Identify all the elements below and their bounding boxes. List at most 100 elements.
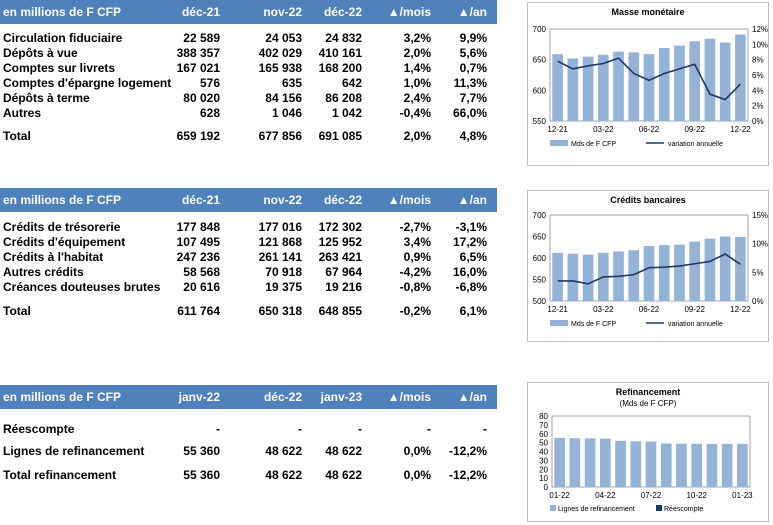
table3-row-cell-5: -12,2% [448,444,487,458]
legend-label: Réescompte [664,506,703,513]
table3-header-col2: déc-22 [263,390,302,404]
bar [552,54,563,121]
table1-row-cell-1: 388 357 [176,46,220,60]
table2-total-row-cell-5: 6,1% [459,304,487,318]
bar [643,245,655,301]
table2-row: Autres crédits 58 568 70 918 67 964 -4,2% 16,… [0,265,497,280]
table3-row-cell-3: - [358,422,362,436]
table3-row-cell-2: 48 622 [265,444,302,458]
table2-header-col3: déc-22 [323,193,362,207]
chart-title: Masse monétaire [611,7,684,17]
table2-row-cell-0: Créances douteuses brutes [3,280,161,294]
y-right-tick-label: 2% [752,102,764,111]
table2-row-cell-3: 172 302 [318,220,362,234]
table1-row: Comptes sur livrets 167 021 165 938 168 200… [0,61,497,76]
table3-row-cell-1: 55 360 [183,444,220,458]
table2-header: en millions de F CFP déc-21 nov-22 déc-2… [0,188,497,212]
table2-row-cell-2: 19 375 [265,280,302,294]
bar [554,437,565,487]
y-tick-label: 20 [539,465,548,474]
x-tick-label: 07-22 [641,491,662,500]
y-right-tick-label: 5% [752,268,764,277]
x-tick-label: 12-21 [547,125,568,134]
table1-row-cell-5: 0,7% [459,61,487,75]
table1-total-row-cell-1: 659 192 [176,129,220,143]
table3-total-row-cell-0: Total refinancement [3,468,117,482]
table2-row-cell-4: 0,9% [403,250,431,264]
bar [582,56,594,121]
table2-row-cell-0: Crédits de trésorerie [3,220,121,234]
table2-row-cell-5: 17,2% [452,235,487,249]
y-right-tick-label: 0% [752,117,764,126]
legend-swatch-bar [656,505,662,511]
table3-row-cell-1: - [216,422,220,436]
table2-row-cell-3: 67 964 [325,265,362,279]
x-tick-label: 04-22 [595,491,616,500]
y-tick-label: 40 [539,448,548,457]
table1-row-cell-5: 66,0% [452,106,487,120]
table3-total-row-cell-3: 48 622 [325,468,362,482]
bar [704,38,716,121]
table1-row-cell-1: 628 [199,106,220,120]
table1-row-cell-0: Dépôts à vue [3,46,78,60]
table2-row: Créances douteuses brutes 20 616 19 375 19 … [0,280,497,295]
table1-row-cell-3: 168 200 [318,61,362,75]
chart-title: Crédits bancaires [610,195,686,205]
x-tick-label: 12-22 [730,305,751,314]
x-tick-label: 01-22 [549,491,570,500]
y-left-tick-label: 500 [533,297,547,306]
table2-header-col1: déc-21 [181,193,220,207]
table2-row-cell-2: 261 141 [258,250,302,264]
table3-row-cell-4: - [427,422,431,436]
table2-row-cell-0: Autres crédits [3,265,84,279]
y-tick-label: 60 [539,430,548,439]
table1-total-row: Total 659 192 677 856 691 085 2,0% 4,8% [0,129,497,144]
bar [706,443,718,487]
table2-row-cell-3: 125 952 [318,235,362,249]
table3-total-row-cell-5: -12,2% [448,468,487,482]
table1-row: Autres 628 1 046 1 042 -0,4% 66,0% [0,106,497,121]
table3-total-row-cell-1: 55 360 [183,468,220,482]
table2-row-cell-1: 20 616 [183,280,220,294]
table1-row-cell-1: 167 021 [176,61,220,75]
bar [567,58,579,121]
table1-row-cell-1: 576 [199,76,220,90]
y-left-tick-label: 650 [533,233,547,242]
bar [704,238,716,301]
table1-row-cell-2: 165 938 [258,61,302,75]
x-tick-label: 10-22 [686,491,707,500]
table1-row-cell-0: Autres [3,106,42,120]
table2-row: Crédits à l'habitat 247 236 261 141 263 421… [0,250,497,265]
bar [552,252,563,301]
table3-total-row: Total refinancement 55 360 48 622 48 622 0,0… [0,468,497,483]
bar [689,241,701,301]
table2-row-cell-5: 16,0% [452,265,487,279]
table1-row-cell-4: 3,2% [403,31,431,45]
bar [721,443,733,487]
table3-header-col3: janv-23 [320,390,362,404]
table1-header-col2: nov-22 [263,5,302,19]
table2-row-cell-4: -4,2% [399,265,431,279]
table1-row-cell-0: Comptes d'épargne logement [3,76,172,90]
bar [691,443,703,487]
bar [645,441,657,487]
table1-row-cell-2: 402 029 [258,46,302,60]
bar [613,51,624,122]
table1-row-cell-4: 1,0% [403,76,431,90]
x-tick-label: 06-22 [639,125,660,134]
table2-row-cell-4: -0,8% [399,280,431,294]
table2-row-cell-0: Crédits à l'habitat [3,250,104,264]
table1-row: Circulation fiduciaire 22 589 24 053 24 832… [0,31,497,46]
x-tick-label: 06-22 [639,305,660,314]
line-series [557,253,741,285]
table1-row-cell-4: 2,0% [403,46,431,60]
y-left-tick-label: 600 [533,254,547,263]
table1-row-cell-1: 22 589 [183,31,220,45]
table1-row: Dépôts à vue 388 357 402 029 410 161 2,0% 5,6… [0,46,497,61]
legend-swatch-bar [550,505,556,511]
table1-header-col5: ▲/an [457,5,487,19]
table1-row-cell-3: 1 042 [331,106,362,120]
table3-row: Réescompte - - - - - [0,422,497,437]
table1-row-cell-2: 84 156 [265,91,302,105]
table3-total-row-cell-2: 48 622 [265,468,302,482]
